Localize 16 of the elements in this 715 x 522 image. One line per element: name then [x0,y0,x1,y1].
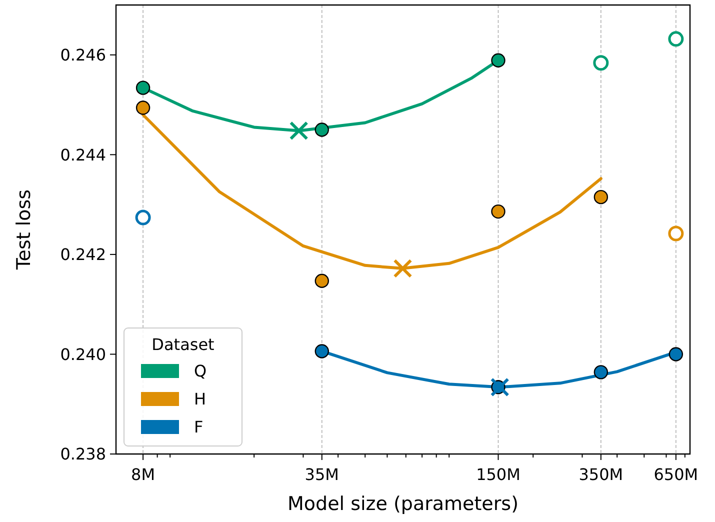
y-axis-title: Test loss [13,189,35,271]
legend-label: H [194,390,206,409]
y-tick-label: 0.240 [60,344,106,364]
x-tick-label: 650M [654,465,698,484]
x-tick-label: 35M [304,465,339,484]
y-tick-label: 0.244 [60,145,106,164]
x-tick-label: 350M [578,465,624,484]
legend-label: F [194,418,204,437]
y-tick-label: 0.238 [60,444,106,464]
x-axis-title: Model size (parameters) [288,493,518,515]
y-tick-label: 0.246 [60,45,106,64]
legend-label: Q [194,362,207,381]
x-tick-label: 150M [476,465,520,484]
y-tick-label: 0.242 [60,245,106,264]
x-tick-label: 8M [131,465,156,484]
legend-title: Dataset [152,335,214,354]
